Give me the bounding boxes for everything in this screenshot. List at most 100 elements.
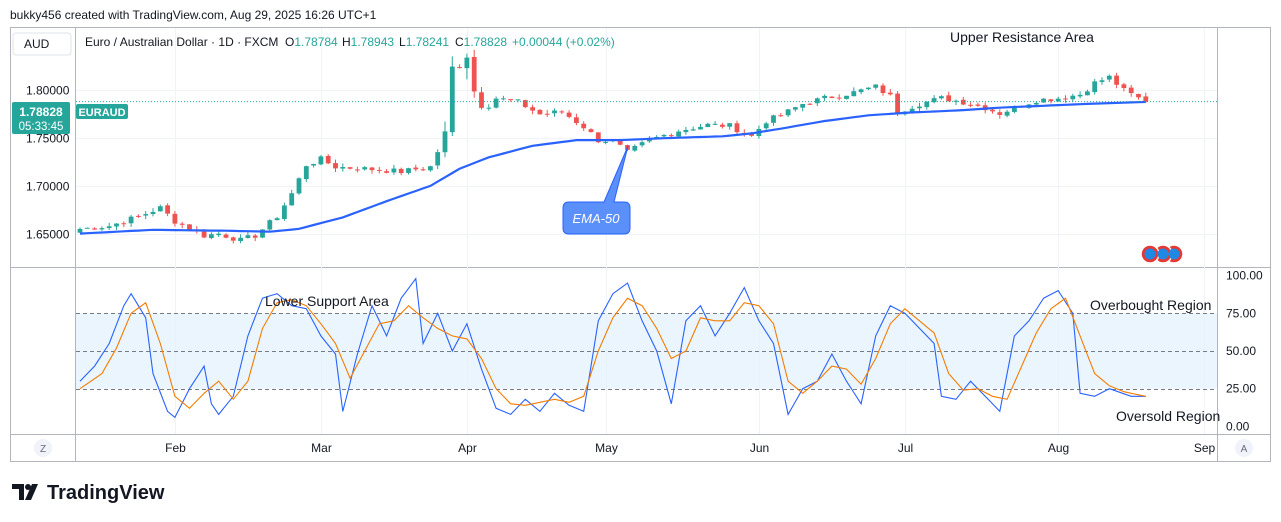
candle xyxy=(924,101,930,110)
candle xyxy=(1106,74,1112,83)
candle-body xyxy=(1063,98,1068,100)
candle-body xyxy=(121,223,127,225)
time-axis-label: Sep xyxy=(1194,441,1216,455)
events-icon[interactable] xyxy=(1140,244,1184,264)
candle-body xyxy=(296,178,302,194)
candle xyxy=(1041,98,1046,103)
candle-body xyxy=(522,100,528,108)
time-axis-label: Feb xyxy=(165,441,186,455)
candle xyxy=(537,109,543,115)
legend-open: 1.78784 xyxy=(294,35,338,49)
candle xyxy=(836,94,842,101)
candle-body xyxy=(705,123,711,128)
candle xyxy=(1085,89,1090,96)
candle-body xyxy=(289,193,295,206)
candle xyxy=(895,91,900,117)
candle-body xyxy=(552,110,557,114)
legend-close: 1.78828 xyxy=(464,35,508,49)
time-axis-labels: Feb Mar Apr May Jun Jul Aug Sep xyxy=(165,441,1215,455)
legend-high: 1.78943 xyxy=(351,35,395,49)
candle-body xyxy=(216,233,222,236)
candle xyxy=(267,219,273,232)
price-axis-label: 1.65000 xyxy=(26,228,70,242)
candle xyxy=(1063,95,1068,103)
currency-button[interactable]: AUD xyxy=(12,32,72,56)
zoom-button[interactable]: Z xyxy=(34,439,52,457)
time-axis-label: May xyxy=(595,441,618,455)
candle-body xyxy=(924,101,930,108)
candle-body xyxy=(1099,80,1105,82)
candle xyxy=(844,95,849,100)
time-axis-label: Mar xyxy=(311,441,332,455)
candle xyxy=(282,202,287,221)
candle xyxy=(209,232,214,240)
candle xyxy=(384,168,389,174)
candle xyxy=(84,227,90,229)
ema-callout-label: EMA-50 xyxy=(573,211,621,226)
candle-body xyxy=(639,142,645,146)
candle-body xyxy=(574,117,579,124)
candle xyxy=(705,122,711,128)
candle xyxy=(179,221,185,229)
candle-body xyxy=(267,220,273,230)
legend-change: +0.00044 (+0.02%) xyxy=(512,35,615,49)
price-tag-value: 1.78828 xyxy=(19,105,63,119)
candle xyxy=(690,126,696,131)
candle-body xyxy=(887,92,893,95)
candle-body xyxy=(617,140,623,145)
candle-body xyxy=(1077,94,1083,97)
auto-scale-button[interactable]: A xyxy=(1235,439,1253,457)
candle xyxy=(778,112,784,117)
candle xyxy=(238,234,243,244)
candle xyxy=(588,128,594,133)
candle-body xyxy=(632,145,638,151)
candle-body xyxy=(318,156,324,165)
candle xyxy=(435,149,441,169)
candle-body xyxy=(771,115,776,123)
stoch-axis-label: 0.00 xyxy=(1226,419,1250,433)
candle xyxy=(997,109,1003,119)
candle-body xyxy=(720,124,725,127)
candle-body xyxy=(566,112,572,117)
candle xyxy=(391,164,397,175)
candle-body xyxy=(209,234,214,239)
candle xyxy=(939,95,944,100)
candle xyxy=(698,123,703,130)
candle-body xyxy=(442,131,448,153)
candle xyxy=(720,122,725,129)
candle xyxy=(946,91,952,102)
candle xyxy=(1121,82,1127,92)
candle-body xyxy=(1121,84,1127,89)
oversold-label: Oversold Region xyxy=(1116,408,1220,424)
candle xyxy=(1136,93,1141,100)
legend-low: 1.78241 xyxy=(406,35,450,49)
stochastic-band xyxy=(76,313,1217,390)
candle-body xyxy=(880,85,886,93)
candle-body xyxy=(895,93,900,114)
chart-frame xyxy=(10,27,1271,462)
candle xyxy=(581,121,587,131)
candle-body xyxy=(763,123,769,129)
candle-body xyxy=(165,205,170,214)
candle-body xyxy=(479,92,484,108)
candle xyxy=(157,204,163,212)
candle-body xyxy=(829,96,835,99)
ema-callout: EMA-50 xyxy=(562,145,631,235)
candle xyxy=(442,121,448,158)
currency-button-label: AUD xyxy=(24,37,50,51)
time-axis-label: Apr xyxy=(458,441,477,455)
candle-body xyxy=(1055,98,1061,102)
candle-body xyxy=(866,87,871,90)
candle xyxy=(464,53,470,80)
candle xyxy=(1099,77,1105,85)
candle xyxy=(887,89,893,96)
candle-body xyxy=(581,123,587,129)
candle xyxy=(873,84,879,90)
candle-body xyxy=(457,67,462,69)
candle-body xyxy=(807,103,813,105)
price-axis-label: 1.75000 xyxy=(26,132,70,146)
candle xyxy=(77,227,83,234)
candle-body xyxy=(172,213,178,224)
candle-body xyxy=(391,168,397,173)
candle xyxy=(880,83,886,96)
